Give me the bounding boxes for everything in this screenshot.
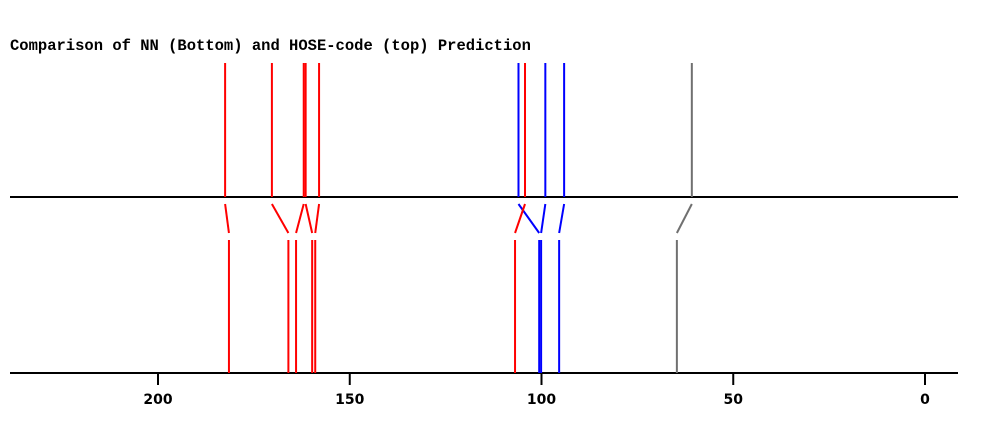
peak [675, 63, 693, 373]
peak [224, 63, 230, 373]
tick-label: 200 [143, 392, 172, 408]
x-axis-ticks: 200 150 100 50 0 [143, 373, 930, 408]
chart-title: Comparison of NN (Bottom) and HOSE-code … [10, 37, 531, 55]
tick-label: 0 [920, 392, 930, 408]
tick-label: 100 [527, 392, 556, 408]
peak [540, 63, 547, 373]
peak [514, 63, 527, 373]
peak [314, 63, 321, 373]
peak [517, 63, 541, 373]
peak-lines [224, 63, 693, 373]
peak [304, 63, 314, 373]
tick-label: 50 [724, 392, 744, 408]
peak [295, 63, 305, 373]
peak [558, 63, 566, 373]
tick-label: 150 [335, 392, 364, 408]
peak [270, 63, 290, 373]
